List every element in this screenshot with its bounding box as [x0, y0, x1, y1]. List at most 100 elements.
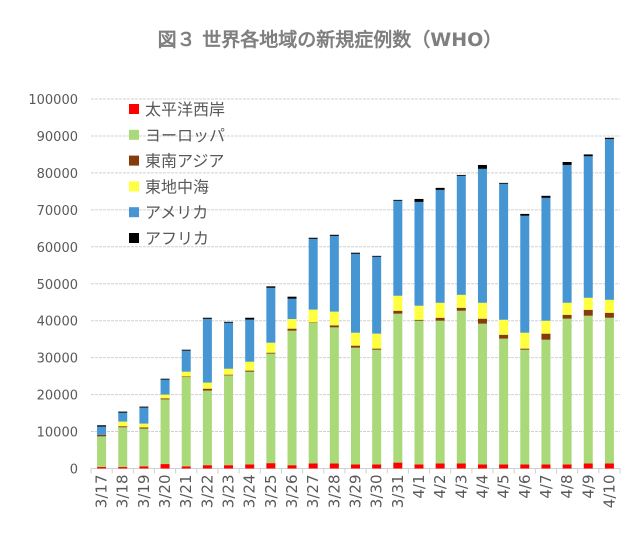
- y-tick-label: 50000: [37, 278, 78, 293]
- bar-segment: [181, 376, 191, 378]
- x-tick-label: 3/26: [283, 475, 301, 509]
- bar-segment: [520, 349, 530, 465]
- bar-segment: [202, 382, 212, 389]
- bar-segment: [224, 375, 234, 466]
- bar-segment: [414, 198, 424, 202]
- bar-segment: [160, 394, 170, 399]
- bar-segment: [604, 299, 614, 313]
- bar-segment: [181, 377, 191, 467]
- bar-segment: [393, 295, 403, 311]
- bar-segment: [139, 407, 149, 424]
- bar-segment: [562, 161, 572, 165]
- bar-segment: [118, 467, 128, 469]
- x-tick-label: 4/1: [410, 475, 428, 499]
- bar-segment: [245, 361, 255, 371]
- bar-segment: [139, 428, 149, 467]
- bar-segment: [499, 183, 509, 320]
- bar-segment: [456, 463, 466, 469]
- y-tick-label: 30000: [37, 352, 78, 367]
- bar-segment: [224, 465, 234, 469]
- bar-segment: [477, 464, 487, 469]
- bar-segment: [435, 317, 445, 321]
- legend-label: アメリカ: [145, 203, 208, 222]
- bar-segment: [181, 350, 191, 372]
- x-tick-label: 3/31: [389, 475, 407, 509]
- bar-segment: [604, 137, 614, 140]
- y-tick-label: 10000: [37, 426, 78, 441]
- legend-label: アフリカ: [145, 229, 209, 248]
- bar-segment: [393, 313, 403, 463]
- bar-segment: [477, 323, 487, 465]
- bar-segment: [181, 371, 191, 377]
- bar-segment: [287, 465, 297, 469]
- bar-segment: [435, 302, 445, 318]
- bar-segment: [414, 305, 424, 320]
- legend-label: ヨーロッパ: [145, 126, 225, 145]
- bar-segment: [414, 319, 424, 321]
- bar-segment: [520, 348, 530, 350]
- bar-segment: [266, 463, 276, 469]
- bar-segment: [308, 309, 318, 323]
- bar-segment: [287, 296, 297, 299]
- bar-segment: [329, 327, 339, 464]
- legend-swatch: [129, 155, 139, 166]
- bar-segment: [97, 434, 107, 437]
- bar-segment: [245, 464, 255, 469]
- bar-segment: [499, 182, 509, 184]
- bar-segment: [541, 339, 551, 465]
- bar-segment: [456, 175, 466, 295]
- legend-swatch: [129, 104, 139, 114]
- bar-segment: [160, 379, 170, 395]
- y-axis: 0 10000 20000 30000 40000 50000 60000 70000 8000…: [28, 93, 78, 478]
- legend-label: 太平洋西岸: [145, 100, 225, 119]
- bar-segment: [604, 463, 614, 469]
- x-tick-label: 3/19: [135, 475, 153, 509]
- bar-segment: [583, 156, 593, 298]
- bar-segment: [287, 319, 297, 329]
- x-tick-label: 3/18: [114, 475, 132, 509]
- x-tick-label: 3/30: [368, 475, 386, 509]
- bar-segment: [97, 425, 107, 427]
- bar-segment: [477, 302, 487, 319]
- bar-segment: [308, 237, 318, 239]
- bar-segment: [202, 317, 212, 319]
- bar-segment: [351, 332, 360, 346]
- bar-segment: [435, 463, 445, 469]
- bar-segment: [541, 464, 551, 469]
- bar-segment: [435, 189, 445, 303]
- y-tick-label: 70000: [37, 204, 78, 219]
- bar-segment: [202, 465, 212, 469]
- bar-segment: [245, 370, 255, 372]
- y-tick-label: 60000: [37, 241, 78, 256]
- x-tick-label: 3/25: [262, 475, 280, 509]
- legend-swatch: [129, 207, 139, 218]
- bar-segment: [139, 406, 149, 408]
- bar-segment: [308, 322, 318, 323]
- bar-segment: [456, 174, 466, 176]
- bar-segment: [329, 325, 339, 328]
- x-tick-label: 3/20: [156, 475, 174, 509]
- bar-segment: [308, 322, 318, 464]
- bar-segment: [266, 287, 276, 343]
- bar-segment: [372, 349, 382, 465]
- bar-segment: [224, 321, 234, 323]
- bar-segment: [499, 319, 509, 335]
- bar-segment: [541, 333, 551, 340]
- bar-segment: [118, 411, 128, 413]
- bar-segment: [499, 338, 509, 465]
- bar-segment: [351, 252, 360, 254]
- bar-segment: [414, 464, 424, 469]
- bar-segment: [224, 368, 234, 375]
- x-tick-label: 4/5: [495, 475, 513, 499]
- bar-segment: [435, 320, 445, 464]
- bar-segment: [562, 164, 572, 303]
- bar-segment: [329, 234, 339, 236]
- bar-segment: [562, 318, 572, 465]
- bar-segment: [266, 352, 276, 354]
- bar-segment: [266, 353, 276, 464]
- bar-segment: [224, 322, 234, 369]
- x-tick-label: 3/29: [347, 475, 365, 509]
- bar-segment: [372, 256, 382, 334]
- bar-segment: [414, 320, 424, 465]
